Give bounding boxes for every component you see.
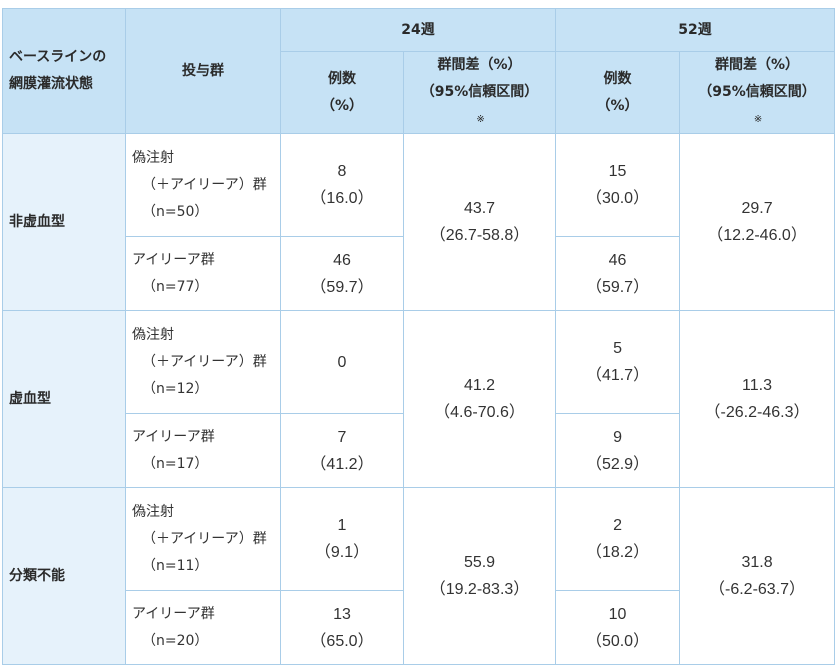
arm-label: 偽注射 （＋アイリーア）群 （n=12） xyxy=(125,310,281,414)
count-cell: 0 xyxy=(280,310,404,414)
count-cell: 15 （30.0） xyxy=(555,133,681,237)
table-row: 虚血型 偽注射 （＋アイリーア）群 （n=12） 0 41.2 （4.6-70.6） … xyxy=(2,310,836,488)
count-cell: 46 （59.7） xyxy=(280,236,404,311)
arm-label: アイリーア群 （n=77） xyxy=(125,236,281,311)
header-count-52: 例数 （%） xyxy=(555,51,681,134)
diff-cell: 43.7 （26.7-58.8） xyxy=(402,133,557,311)
header-arm: 投与群 xyxy=(125,8,281,134)
header-diff-24: 群間差（%） （95%信頼区間） ※ xyxy=(402,51,557,134)
group-label: 分類不能 xyxy=(2,487,126,665)
arm-label: 偽注射 （＋アイリーア）群 （n=11） xyxy=(125,487,281,591)
arm-label: アイリーア群 （n=17） xyxy=(125,413,281,488)
arm-label: アイリーア群 （n=20） xyxy=(125,590,281,665)
table-row: 分類不能 偽注射 （＋アイリーア）群 （n=11） 1 （9.1） 55.9 （19.2… xyxy=(2,487,836,665)
header-diff-52: 群間差（%） （95%信頼区間） ※ xyxy=(679,51,836,134)
count-cell: 5 （41.7） xyxy=(555,310,681,414)
diff-cell: 55.9 （19.2-83.3） xyxy=(402,487,557,665)
count-cell: 9 （52.9） xyxy=(555,413,681,488)
count-cell: 1 （9.1） xyxy=(280,487,404,591)
group-label: 虚血型 xyxy=(2,310,126,488)
results-table: ベースラインの 網膜灌流状態 投与群 24週 52週 例数 （%） 群間差（%） （9… xyxy=(2,8,836,665)
count-cell: 2 （18.2） xyxy=(555,487,681,591)
count-cell: 7 （41.2） xyxy=(280,413,404,488)
header-baseline: ベースラインの 網膜灌流状態 xyxy=(2,8,126,134)
header-week52: 52週 xyxy=(555,8,836,52)
count-cell: 13 （65.0） xyxy=(280,590,404,665)
table-row: アイリーア群 （n=20） 13 （65.0） 10 （50.0） xyxy=(3,590,835,665)
table-row: アイリーア群 （n=77） 46 （59.7） 46 （59.7） xyxy=(3,236,835,311)
count-cell: 46 （59.7） xyxy=(555,236,681,311)
arm-label: 偽注射 （＋アイリーア）群 （n=50） xyxy=(125,133,281,237)
group-label: 非虚血型 xyxy=(2,133,126,311)
table-row: 非虚血型 偽注射 （＋アイリーア）群 （n=50） 8 （16.0） 43.7 （26.… xyxy=(2,133,836,311)
header-count-24: 例数 （%） xyxy=(280,51,404,134)
header-week24: 24週 xyxy=(279,8,557,52)
diff-cell: 29.7 （12.2-46.0） xyxy=(679,133,836,311)
diff-cell: 41.2 （4.6-70.6） xyxy=(402,310,557,488)
diff-cell: 11.3 （-26.2-46.3） xyxy=(679,310,836,488)
diff-cell: 31.8 （-6.2-63.7） xyxy=(679,487,836,665)
count-cell: 8 （16.0） xyxy=(280,133,404,237)
count-cell: 10 （50.0） xyxy=(555,590,681,665)
